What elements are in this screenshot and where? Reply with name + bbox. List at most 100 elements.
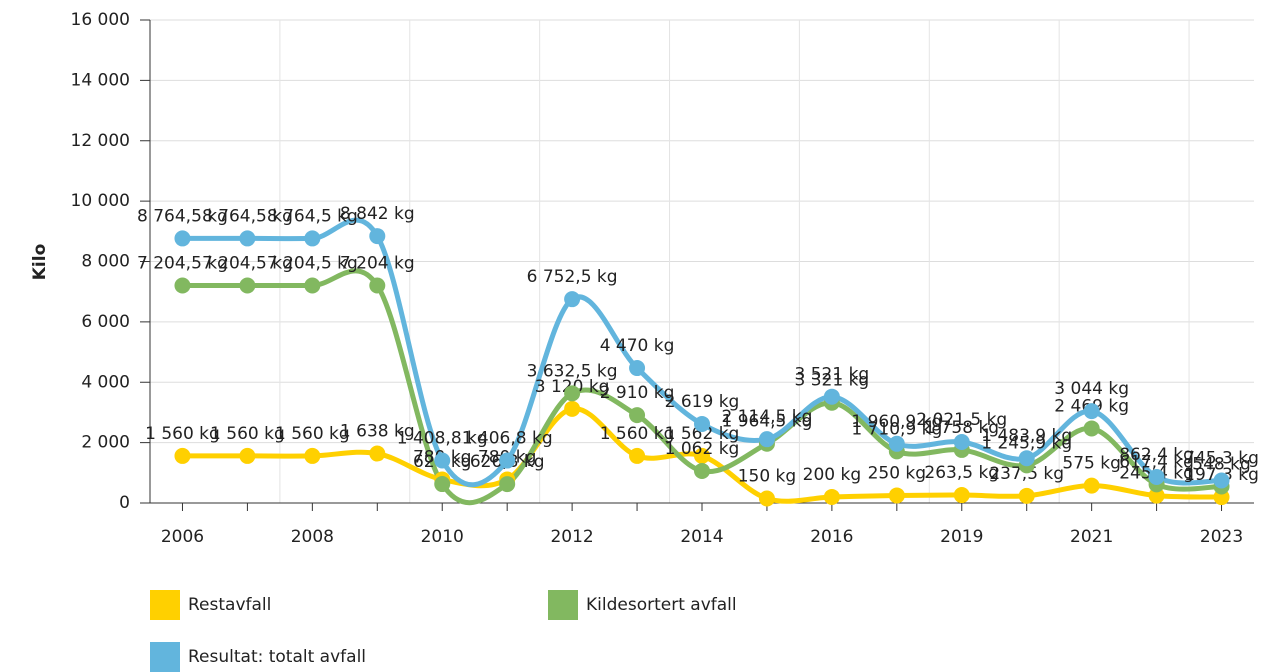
point xyxy=(1018,487,1035,504)
value-label: 1 638 kg xyxy=(340,422,415,442)
point xyxy=(239,447,256,464)
value-label: 862,4 kg xyxy=(1119,445,1194,465)
value-label: 1 406,8 kg xyxy=(462,429,553,449)
value-label: 1 062 kg xyxy=(665,439,740,459)
value-label: 1 245,9 kg xyxy=(981,433,1072,453)
value-label: 2 619 kg xyxy=(665,392,740,412)
value-label: 1 408,8 kg xyxy=(397,428,488,448)
legend-label: Kildesortert avfall xyxy=(586,595,737,615)
value-label: 8 764,5 kg xyxy=(202,206,293,226)
point xyxy=(174,277,191,294)
value-label: 150 kg xyxy=(738,466,797,486)
y-tick-label: 12 000 xyxy=(71,131,130,151)
point xyxy=(174,230,191,247)
point xyxy=(1083,403,1100,420)
point xyxy=(434,452,451,469)
legend-swatch xyxy=(150,590,180,620)
value-label: 1 758 kg xyxy=(924,418,999,438)
point xyxy=(564,385,581,402)
point xyxy=(888,435,905,452)
legend-swatch xyxy=(548,590,578,620)
x-tick-label: 2019 xyxy=(940,527,983,547)
point xyxy=(694,415,710,432)
point xyxy=(629,360,646,377)
series-line xyxy=(182,268,1222,506)
point xyxy=(758,431,775,448)
value-label: 3 632,5 kg xyxy=(527,361,618,381)
point xyxy=(694,462,710,479)
y-tick-label: 8 000 xyxy=(81,252,130,272)
point xyxy=(174,447,191,464)
x-tick-label: 2016 xyxy=(810,527,853,547)
x-tick-label: 2006 xyxy=(161,527,204,547)
x-tick-label: 2010 xyxy=(421,527,464,547)
value-label: 1 960,9 kg xyxy=(851,412,942,432)
y-tick-label: 6 000 xyxy=(81,312,130,332)
value-label: 2 114,5 kg xyxy=(721,407,812,427)
point xyxy=(1148,487,1165,504)
value-label: 250 kg xyxy=(868,463,927,483)
point xyxy=(369,445,386,462)
point xyxy=(629,407,646,424)
point xyxy=(564,291,581,308)
value-label: 617,4 kg xyxy=(1119,452,1194,472)
value-label: 1 483,9 kg xyxy=(981,426,1072,446)
point xyxy=(629,447,646,464)
point xyxy=(694,447,710,464)
point xyxy=(1083,477,1100,494)
point xyxy=(369,277,386,294)
value-label: 8 764,5 kg xyxy=(267,206,358,226)
point xyxy=(499,452,516,469)
value-label: 2 021,5 kg xyxy=(916,410,1007,430)
value-label: 1 560 kg xyxy=(210,424,285,444)
x-tick-label: 2014 xyxy=(680,527,723,547)
y-tick-label: 14 000 xyxy=(71,70,130,90)
point xyxy=(1213,472,1230,489)
point xyxy=(758,490,775,507)
value-label: 548 kg xyxy=(1192,454,1251,474)
value-label: 1 560 kg xyxy=(275,424,350,444)
point xyxy=(499,476,516,493)
value-label: 3 321 kg xyxy=(795,371,870,391)
value-label: 745,3 kg xyxy=(1184,449,1259,469)
value-label: 1 710,9 kg xyxy=(851,419,942,439)
value-label: 6 752,5 kg xyxy=(527,267,618,287)
point xyxy=(239,230,256,247)
point xyxy=(888,487,905,504)
value-label: 4 470 kg xyxy=(600,336,675,356)
value-label: 2 910 kg xyxy=(600,383,675,403)
value-label: 263,5 kg xyxy=(924,463,999,483)
point xyxy=(1083,420,1100,437)
point xyxy=(564,400,581,417)
x-tick-label: 2012 xyxy=(550,527,593,547)
value-label: 200 kg xyxy=(803,465,862,485)
point xyxy=(239,277,256,294)
legend-label: Resultat: totalt avfall xyxy=(188,647,366,667)
value-label: 1 560 kg xyxy=(145,424,220,444)
point xyxy=(1148,468,1165,485)
point xyxy=(369,228,386,245)
value-label: 8 764,5 kg xyxy=(137,206,228,226)
x-tick-label: 2023 xyxy=(1200,527,1243,547)
y-tick-label: 2 000 xyxy=(81,433,130,453)
value-label: 7 204,5 kg xyxy=(267,254,358,274)
point xyxy=(823,488,840,505)
value-label: 7 204,5 kg xyxy=(202,254,293,274)
x-tick-label: 2008 xyxy=(291,527,334,547)
value-label: 8 842 kg xyxy=(340,204,415,224)
y-tick-label: 16 000 xyxy=(71,10,130,30)
value-label: 3 044 kg xyxy=(1054,379,1129,399)
point xyxy=(1018,450,1035,467)
point xyxy=(953,487,970,504)
y-tick-label: 4 000 xyxy=(81,372,130,392)
value-label: 1 560 kg xyxy=(600,424,675,444)
point xyxy=(823,388,840,405)
value-label: 237,5 kg xyxy=(989,464,1064,484)
y-tick-label: 10 000 xyxy=(71,191,130,211)
value-label: 1 964,5 kg xyxy=(721,412,812,432)
y-axis-title: Kilo xyxy=(30,244,50,281)
value-label: 3 521 kg xyxy=(795,365,870,385)
y-tick-label: 0 xyxy=(119,493,130,513)
point xyxy=(434,476,451,493)
